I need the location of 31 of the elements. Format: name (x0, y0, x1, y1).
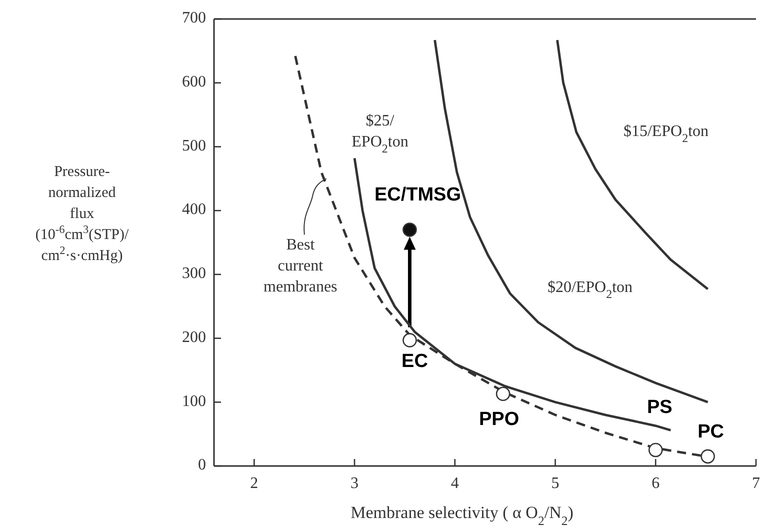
x-tick-label: 5 (551, 475, 560, 492)
y-tick-label: 700 (182, 10, 206, 27)
x-tick-label: 6 (652, 475, 660, 492)
series-label: PC (698, 421, 724, 442)
y-tick-label: 200 (182, 328, 206, 346)
y-tick-label: 500 (182, 137, 206, 154)
annotation: $20/EPO$_{2}$ton (547, 278, 633, 301)
text: Pressure- normalized flux (10$^{-6}$cm$^{3}$(STP)/ cm$^{2}$·s·cmHg) (35, 164, 129, 264)
point (700, 449, 715, 464)
series-label: PPO (479, 408, 520, 430)
annotation: $25/ EPO$_{2}$ton (352, 112, 408, 156)
point (402, 333, 417, 348)
y-tick-label: 300 (182, 265, 206, 282)
series-label: EC/TMSG (374, 184, 462, 206)
annotation: Best current membranes (264, 236, 338, 296)
series-label: EC (402, 351, 428, 372)
y-tick-label: 100 (182, 392, 206, 410)
x-tick-label: 3 (350, 475, 359, 492)
y-tick-label: 400 (182, 201, 206, 218)
line-series (353, 157, 672, 432)
x-tick-label: 4 (450, 475, 459, 492)
x-tick-label: 2 (250, 475, 258, 492)
annotation: $15/EPO$_{2}$ton (623, 122, 709, 145)
y-tick-label: 0 (198, 456, 206, 474)
point (496, 386, 510, 401)
y-tick-label: 600 (182, 74, 206, 91)
point (402, 222, 417, 237)
x-axis-title: Membrane selectivity ( α O$_{2}$/N$_{2}$) (350, 503, 574, 528)
x-tick-label: 7 (752, 475, 760, 492)
series-label: PS (646, 397, 672, 418)
point (648, 442, 663, 458)
